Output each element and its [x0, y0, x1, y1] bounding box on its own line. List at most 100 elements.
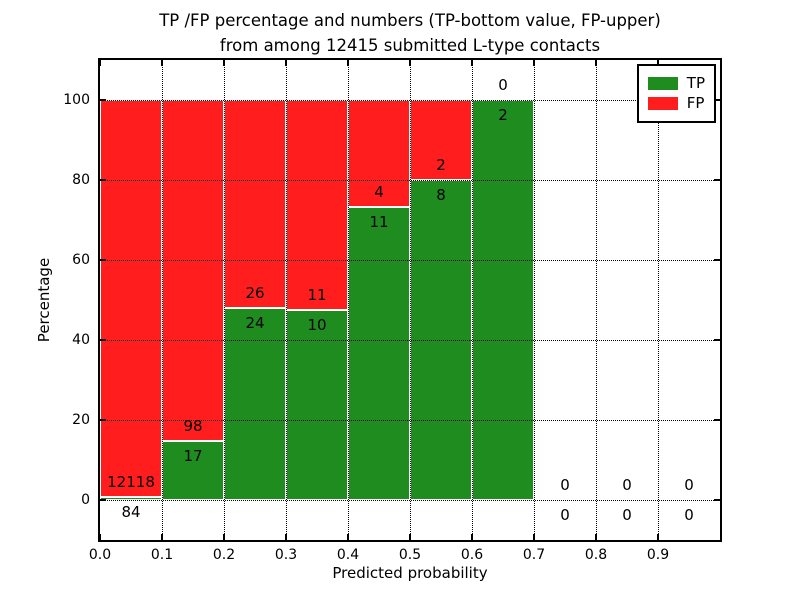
- tick-mark-top: [223, 60, 225, 66]
- legend-item: FP: [647, 94, 705, 112]
- x-axis-label: Predicted probability: [332, 564, 488, 582]
- bar-segment-tp: [286, 309, 348, 500]
- y-tick-label: 0: [81, 492, 90, 508]
- plot-area: TP FP 12118 84 98 17 26 24 11 10 4 11 2 8 0 2 0 0 0 0 0 0: [98, 58, 722, 542]
- y-tick-label: 100: [63, 92, 90, 108]
- tick-mark-bottom: [595, 534, 597, 540]
- tick-mark-bottom: [533, 534, 535, 540]
- tick-mark-bottom: [471, 534, 473, 540]
- bar-count-label-tp: 10: [307, 315, 327, 334]
- tick-mark-top: [471, 60, 473, 66]
- tick-mark-right: [714, 259, 720, 261]
- x-tick-label: 0.4: [336, 547, 360, 563]
- y-axis-label: Percentage: [35, 257, 53, 343]
- legend-label: TP: [686, 74, 705, 92]
- bar-count-label-fp: 0: [684, 476, 694, 494]
- tick-mark-left: [100, 419, 106, 421]
- tick-mark-top: [285, 60, 287, 66]
- tick-mark-bottom: [223, 534, 225, 540]
- tick-mark-top: [99, 60, 101, 66]
- legend-swatch-fp: [647, 97, 678, 110]
- bar-count-label-tp: 84: [121, 503, 141, 522]
- bar-segment-tp: [348, 206, 410, 500]
- x-tick-label: 0.2: [212, 547, 236, 563]
- gridline-vertical: [410, 60, 411, 540]
- legend-swatch-tp: [647, 77, 678, 90]
- gridline-vertical: [162, 60, 163, 540]
- x-tick-label: 0.1: [150, 547, 174, 563]
- bar-segment-fp: [162, 100, 224, 441]
- bar-segment-tp: [162, 440, 224, 500]
- bar-segment-tp: [100, 497, 162, 500]
- bar-segment-tp: [224, 308, 286, 500]
- tick-mark-top: [347, 60, 349, 66]
- bar-segment-fp: [286, 100, 348, 310]
- tick-mark-top: [161, 60, 163, 66]
- gridline-vertical: [596, 60, 597, 540]
- tick-mark-top: [533, 60, 535, 66]
- x-tick-label: 0.7: [522, 547, 546, 563]
- tick-mark-left: [100, 179, 106, 181]
- x-tick-label: 0.0: [88, 547, 112, 563]
- y-tick-label: 60: [72, 252, 90, 268]
- x-tick-label: 0.5: [398, 547, 422, 563]
- bar-count-label-tp: 0: [622, 506, 632, 524]
- gridline-vertical: [286, 60, 287, 540]
- tick-mark-right: [714, 419, 720, 421]
- tick-mark-bottom: [347, 534, 349, 540]
- bar-count-label-fp: 2: [436, 156, 446, 174]
- gridline-vertical: [224, 60, 225, 540]
- tick-mark-bottom: [409, 534, 411, 540]
- bar-count-label-fp: 11: [307, 285, 327, 304]
- tick-mark-right: [714, 179, 720, 181]
- bar-count-label-tp: 11: [369, 212, 389, 231]
- bar-count-label-fp: 12118: [107, 473, 155, 492]
- bar-count-label-fp: 4: [374, 182, 384, 201]
- tick-mark-bottom: [657, 534, 659, 540]
- gridline-vertical: [348, 60, 349, 540]
- legend: TP FP: [636, 64, 716, 123]
- legend-label: FP: [686, 94, 705, 112]
- bar-count-label-fp: 26: [245, 284, 265, 302]
- y-tick-label: 20: [72, 412, 90, 428]
- bar-segment-tp: [472, 100, 534, 500]
- tick-mark-bottom: [99, 534, 101, 540]
- tick-mark-right: [714, 99, 720, 101]
- bar-segment-fp: [224, 100, 286, 308]
- x-tick-label: 0.3: [274, 547, 298, 563]
- tick-mark-left: [100, 99, 106, 101]
- chart-title: TP /FP percentage and numbers (TP-bottom…: [100, 8, 720, 58]
- tick-mark-top: [595, 60, 597, 66]
- tick-mark-bottom: [285, 534, 287, 540]
- bar-segment-fp: [100, 100, 162, 498]
- gridline-vertical: [472, 60, 473, 540]
- bar-count-label-tp: 24: [245, 314, 265, 332]
- bar-count-label-fp: 0: [560, 476, 570, 494]
- gridline-vertical: [658, 60, 659, 540]
- bar-segment-fp: [410, 100, 472, 180]
- tick-mark-top: [657, 60, 659, 66]
- tick-mark-right: [714, 339, 720, 341]
- bar-count-label-fp: 98: [183, 416, 203, 435]
- bar-count-label-tp: 2: [498, 106, 508, 124]
- bar-count-label-fp: 0: [622, 476, 632, 494]
- tick-mark-left: [100, 259, 106, 261]
- bar-count-label-tp: 0: [560, 506, 570, 524]
- y-tick-label: 40: [72, 332, 90, 348]
- bar-count-label-tp: 8: [436, 186, 446, 204]
- y-tick-label: 80: [72, 172, 90, 188]
- bar-count-label-tp: 0: [684, 506, 694, 524]
- tick-mark-top: [409, 60, 411, 66]
- x-tick-label: 0.8: [584, 547, 608, 563]
- chart-title-line2: from among 12415 submitted L-type contac…: [219, 36, 601, 55]
- x-tick-label: 0.6: [460, 547, 484, 563]
- legend-item: TP: [647, 74, 705, 92]
- tick-mark-bottom: [161, 534, 163, 540]
- tick-mark-right: [714, 499, 720, 501]
- chart-title-line1: TP /FP percentage and numbers (TP-bottom…: [159, 11, 661, 30]
- x-tick-label: 0.9: [646, 547, 670, 563]
- bar-count-label-fp: 0: [498, 76, 508, 94]
- gridline-vertical: [534, 60, 535, 540]
- tick-mark-left: [100, 339, 106, 341]
